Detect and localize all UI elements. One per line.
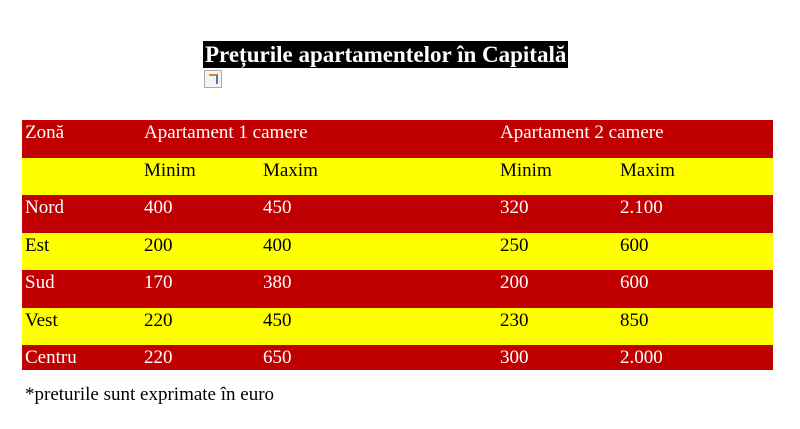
price-cell: 450 [263,309,292,331]
zone-cell: Sud [25,272,55,293]
table-row: Vest 220 450 230 850 [22,307,773,345]
zone-cell: Centru [25,347,77,368]
price-cell: 220 [144,309,173,331]
header-cell: Apartament 1 camere [144,122,308,143]
image-placeholder-icon [204,70,222,88]
price-cell: 400 [263,234,292,256]
zone-cell: Est [25,234,50,256]
price-cell: 230 [500,309,529,331]
subheader-cell: Maxim [620,159,675,181]
subheader-cell: Minim [144,159,196,181]
price-cell: 650 [263,347,292,368]
document-title: Prețurile apartamentelor în Capitală [203,41,569,68]
price-cell: 220 [144,347,173,368]
price-cell: 850 [620,309,649,331]
footnote: *preturile sunt exprimate în euro [25,384,275,405]
price-cell: 250 [500,234,529,256]
zone-cell: Vest [25,309,58,331]
table-row: Est 200 400 250 600 [22,232,773,270]
price-cell: 600 [620,234,649,256]
price-cell: 200 [144,234,173,256]
table-row: Zonă Apartament 1 camere Apartament 2 came… [22,120,773,158]
price-cell: 2.000 [620,347,663,368]
price-cell: 600 [620,272,649,293]
table-row: Centru 220 650 300 2.000 [22,345,773,370]
subheader-cell: Minim [500,159,552,181]
table-row: Nord 400 450 320 2.100 [22,195,773,233]
subheader-cell: Maxim [263,159,318,181]
price-table: Zonă Apartament 1 camere Apartament 2 came… [22,120,773,370]
price-cell: 380 [263,272,292,293]
price-cell: 400 [144,197,173,218]
table-row: Minim Maxim Minim Maxim [22,157,773,195]
zone-cell: Nord [25,197,65,218]
price-cell: 170 [144,272,173,293]
table-row: Sud 170 380 200 600 [22,270,773,308]
price-cell: 320 [500,197,529,218]
header-cell: Zonă [25,122,65,143]
price-cell: 450 [263,197,292,218]
header-cell: Apartament 2 camere [500,122,664,143]
price-cell: 2.100 [620,197,663,218]
price-cell: 300 [500,347,529,368]
price-cell: 200 [500,272,529,293]
